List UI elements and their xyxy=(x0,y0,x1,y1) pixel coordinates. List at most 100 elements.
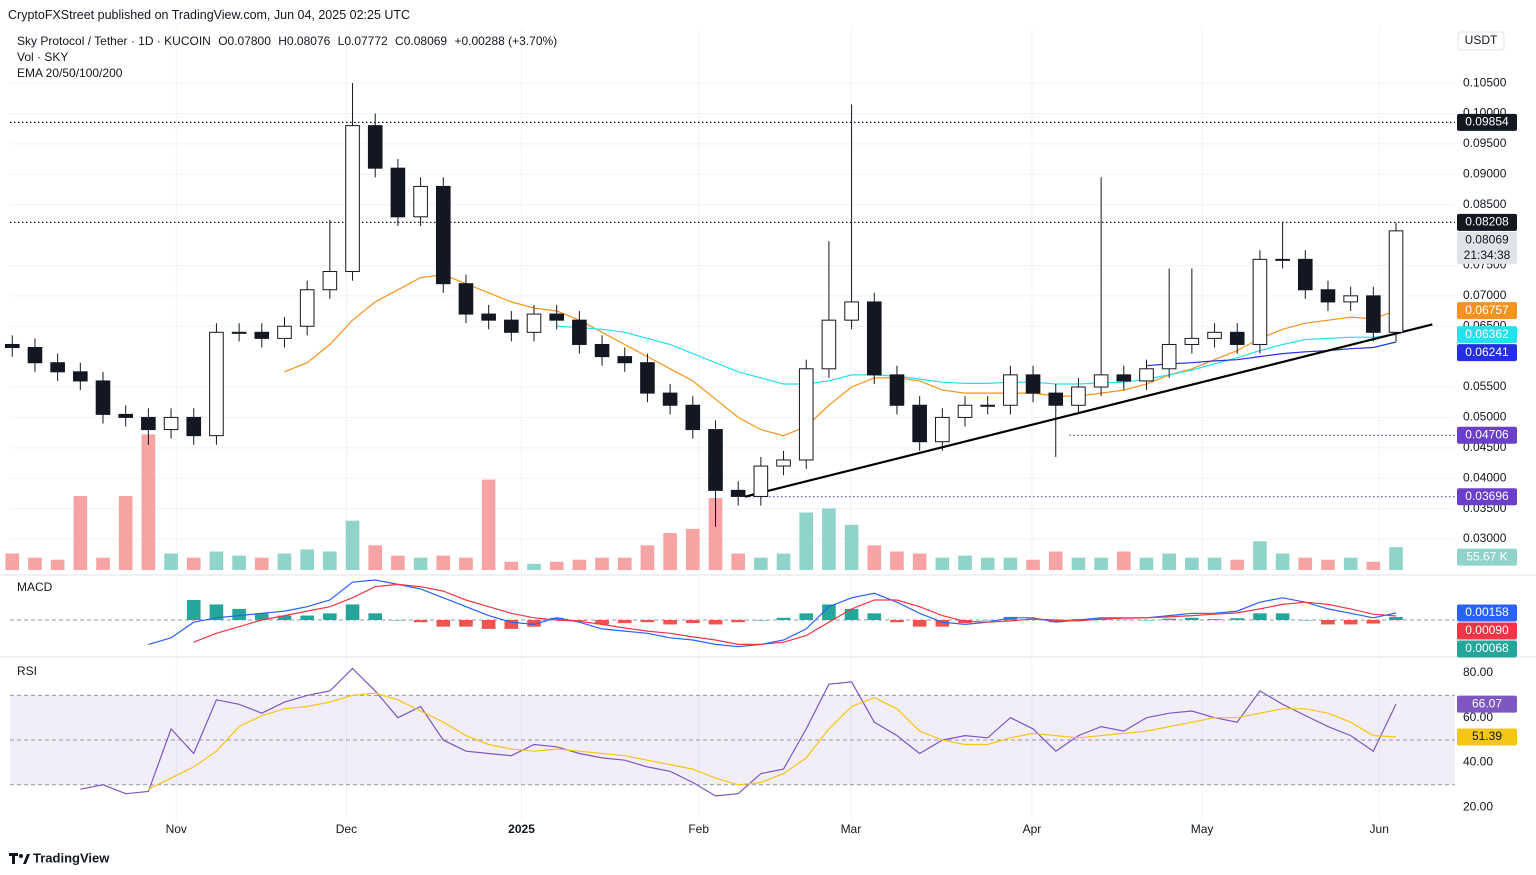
macd-histogram-bar xyxy=(1275,613,1290,620)
volume-bar xyxy=(323,551,337,570)
macd-histogram-bar xyxy=(368,613,383,620)
volume-bar xyxy=(1185,557,1199,570)
volume-bar xyxy=(549,561,564,570)
axis-badge-label: 0.00158 xyxy=(1465,605,1509,619)
macd-histogram-bar xyxy=(549,617,564,620)
volume-bar xyxy=(1207,557,1222,570)
axis-badge xyxy=(1457,488,1517,506)
axis-badge xyxy=(1457,695,1517,713)
candle-body xyxy=(413,185,428,218)
macd-histogram-bar xyxy=(1389,616,1403,620)
y-tick-label: 60.00 xyxy=(1463,710,1493,724)
volume-bar xyxy=(1003,557,1018,570)
macd-histogram-bar xyxy=(844,608,859,620)
volume-bar xyxy=(822,508,836,570)
macd-histogram-bar xyxy=(776,617,791,620)
ohlc-close: C0.08069 xyxy=(395,34,448,48)
axis-badge-label: 0.00090 xyxy=(1465,623,1509,637)
candle-body xyxy=(730,489,746,497)
axis-badge xyxy=(1457,622,1517,640)
macd-histogram-bar xyxy=(345,604,360,620)
volume-bar xyxy=(1230,559,1245,570)
macd-histogram-bar xyxy=(799,613,814,620)
rsi-line xyxy=(80,667,1397,797)
publish-note: CryptoFXStreet published on TradingView.… xyxy=(8,8,411,22)
macd-line xyxy=(193,583,1397,645)
x-tick-label: Dec xyxy=(336,822,357,836)
volume-bar xyxy=(935,557,950,570)
volume-bar xyxy=(1275,553,1290,570)
volume-bar xyxy=(1117,551,1131,570)
candle-body xyxy=(685,404,701,431)
axis-badge-label: 0.00068 xyxy=(1465,641,1509,655)
axis-badge-label: 0.08208 xyxy=(1465,215,1509,229)
candle-body xyxy=(299,289,315,327)
macd-histogram-bar xyxy=(572,620,587,621)
candle-body xyxy=(708,429,723,491)
macd-histogram-bar xyxy=(1298,620,1313,621)
candle-body xyxy=(277,325,292,339)
volume-bar xyxy=(527,563,541,570)
candle-body xyxy=(1093,374,1109,388)
macd-histogram-bar xyxy=(436,620,451,627)
macd-histogram-bar xyxy=(1321,620,1335,625)
axis-badge-label: 55.67 K xyxy=(1466,549,1507,563)
axis-badge-label: 0.06241 xyxy=(1465,345,1509,359)
candle-body xyxy=(549,313,565,321)
volume-bar xyxy=(459,557,473,570)
macd-histogram-bar xyxy=(1048,620,1063,623)
x-tick-label: Nov xyxy=(166,822,187,836)
x-tick-label: 2025 xyxy=(508,822,535,836)
macd-histogram-bar xyxy=(1343,620,1358,625)
macd-histogram-bar xyxy=(640,620,655,623)
macd-histogram-bar xyxy=(186,600,201,620)
volume-legend: Vol · SKY xyxy=(17,50,69,64)
volume-bar xyxy=(73,496,88,570)
volume-bar xyxy=(980,557,995,570)
volume-bar xyxy=(1026,559,1040,570)
candle-body xyxy=(209,331,224,437)
axis-badge-label: 66.07 xyxy=(1472,696,1502,710)
candle-body xyxy=(957,404,973,418)
candle-body xyxy=(1184,337,1200,345)
y-tick-label: 0.07000 xyxy=(1463,288,1507,302)
macd-histogram-bar xyxy=(1117,619,1131,621)
candle-body xyxy=(889,374,905,406)
candle-body xyxy=(1003,374,1018,406)
x-tick-label: Apr xyxy=(1023,822,1042,836)
volume-bar xyxy=(595,557,609,570)
candle-body xyxy=(95,380,111,415)
candle-body xyxy=(4,343,20,349)
macd-histogram-bar xyxy=(209,604,224,620)
axis-badge-label: 0.06757 xyxy=(1465,303,1509,317)
candle-body xyxy=(821,319,837,370)
macd-histogram-bar xyxy=(527,620,541,627)
candle-body xyxy=(662,392,678,406)
macd-histogram-bar xyxy=(277,615,292,620)
candle-body xyxy=(1229,331,1245,345)
ema-line xyxy=(284,273,1397,437)
macd-histogram-bar xyxy=(1230,618,1245,620)
volume-bar xyxy=(1253,541,1267,570)
candle-body xyxy=(345,125,360,273)
y-tick-label: 0.05000 xyxy=(1463,410,1507,424)
candle-body xyxy=(753,465,769,497)
volume-bar xyxy=(1298,557,1313,570)
currency[interactable]: USDT xyxy=(1465,33,1498,47)
volume-bar xyxy=(640,545,655,570)
volume-bar xyxy=(1048,551,1063,570)
macd-histogram-bar xyxy=(980,620,995,621)
x-tick-label: Mar xyxy=(841,822,862,836)
macd-histogram-bar xyxy=(1253,613,1267,620)
candle-body xyxy=(141,416,156,431)
macd-histogram-bar xyxy=(1162,618,1176,620)
macd-histogram-bar xyxy=(731,620,745,623)
currency-box[interactable] xyxy=(1457,31,1505,51)
y-tick-label: 40.00 xyxy=(1463,755,1493,769)
volume-bar xyxy=(958,555,972,570)
macd-histogram-bar xyxy=(1185,617,1199,620)
volume-bar xyxy=(50,559,65,570)
volume-bar xyxy=(572,559,587,570)
candle-body xyxy=(322,271,338,291)
candle-body xyxy=(980,404,996,407)
